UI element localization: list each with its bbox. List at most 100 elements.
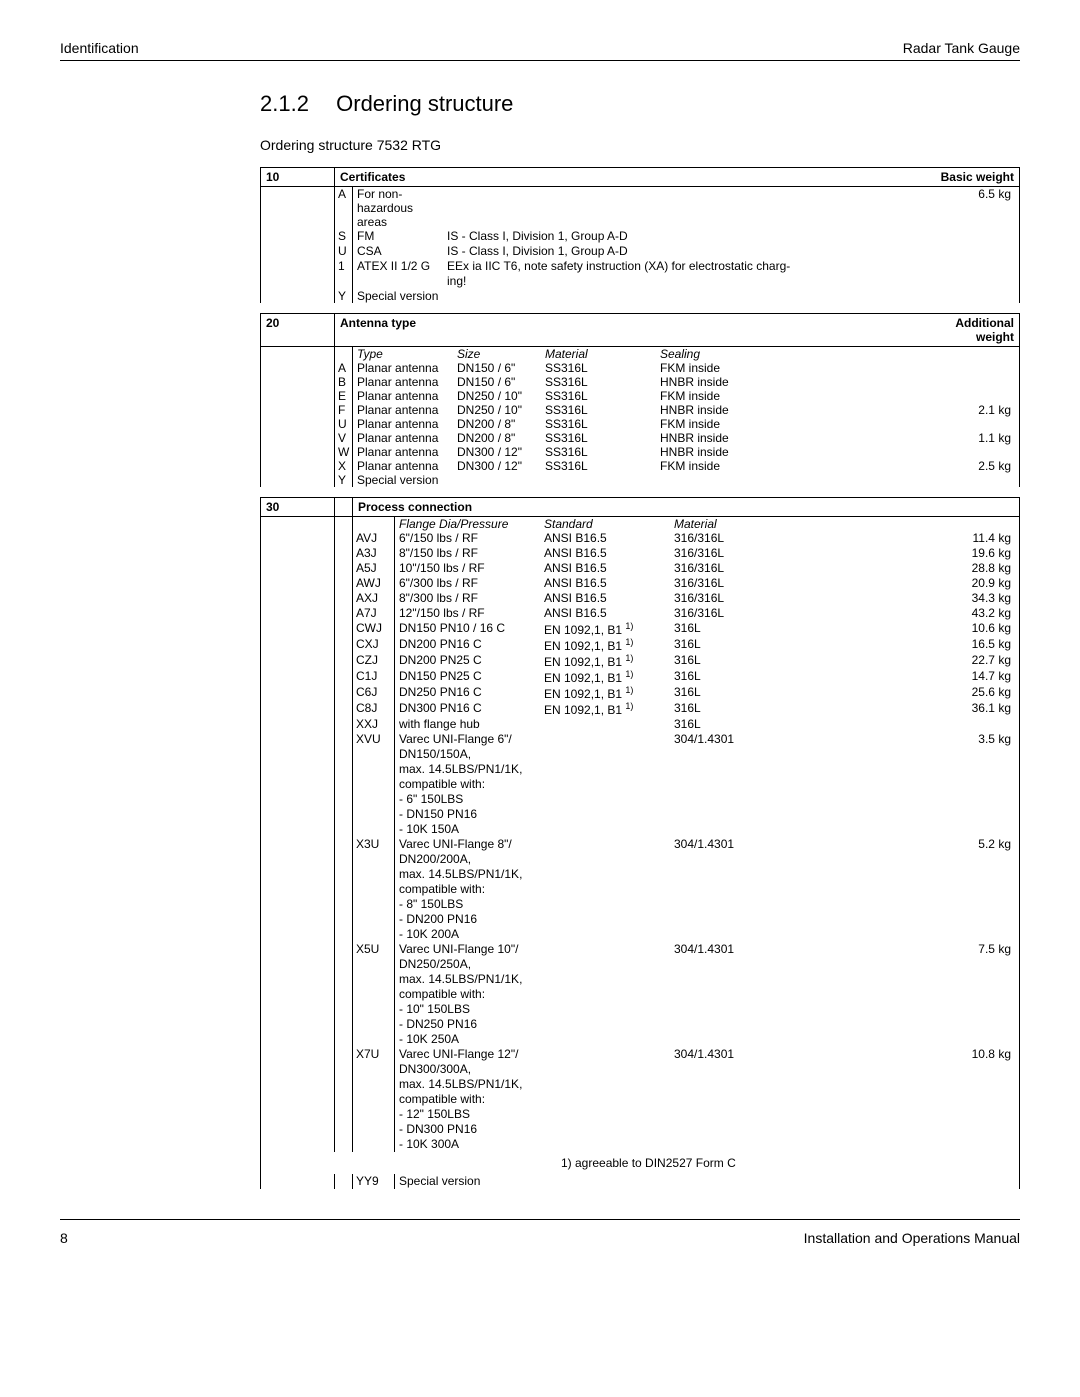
table-row: AVJ6"/150 lbs / RFANSI B16.5316/316L11.4… xyxy=(261,531,1019,546)
block-right: Additional weight xyxy=(955,314,1019,346)
cell: For non-hazardous areas xyxy=(357,187,447,229)
page-footer: 8 Installation and Operations Manual xyxy=(60,1230,1020,1246)
cell: 316/316L xyxy=(674,531,949,546)
cell: Special version xyxy=(357,289,447,303)
table-row: A5J10"/150 lbs / RFANSI B16.5316/316L28.… xyxy=(261,561,1019,576)
section-subhead: Ordering structure 7532 RTG xyxy=(260,137,1020,153)
code: W xyxy=(335,445,353,459)
header-right: Radar Tank Gauge xyxy=(903,40,1020,56)
cell: 8"/300 lbs / RF xyxy=(399,591,544,606)
cell: 10"/150 lbs / RF xyxy=(399,561,544,576)
code: X xyxy=(335,459,353,473)
code: A xyxy=(335,187,353,229)
cell: IS - Class I, Division 1, Group A-D xyxy=(447,244,949,259)
block-20: 20 Antenna type Additional weight Type S… xyxy=(260,313,1020,487)
weight: 19.6 kg xyxy=(949,546,1019,561)
weight: 20.9 kg xyxy=(949,576,1019,591)
weight: 16.5 kg xyxy=(949,637,1019,653)
cell: 316L xyxy=(674,669,949,685)
code: A7J xyxy=(353,606,395,621)
cell: DN200 / 8" xyxy=(457,417,545,431)
cell xyxy=(544,1174,674,1189)
cell: 304/1.4301 xyxy=(674,942,949,1047)
cell: FKM inside xyxy=(660,389,949,403)
cell: Planar antenna xyxy=(357,389,457,403)
table-row: AWJ6"/300 lbs / RFANSI B16.5316/316L20.9… xyxy=(261,576,1019,591)
code: XVU xyxy=(353,732,395,837)
table-row: YY9 Special version xyxy=(261,1174,1019,1189)
cell: Planar antenna xyxy=(357,445,457,459)
cell xyxy=(660,473,949,487)
cell: Varec UNI-Flange 12"/ DN300/300A, max. 1… xyxy=(399,1047,544,1152)
cell: EEx ia IIC T6, note safety instruction (… xyxy=(447,259,949,289)
cell: 316L xyxy=(674,637,949,653)
cell: SS316L xyxy=(545,431,660,445)
weight: 14.7 kg xyxy=(949,669,1019,685)
weight: 10.8 kg xyxy=(949,1047,1019,1152)
cell: DN200 / 8" xyxy=(457,431,545,445)
code: 1 xyxy=(335,259,353,289)
cell: ANSI B16.5 xyxy=(544,591,674,606)
cell: Varec UNI-Flange 8"/ DN200/200A, max. 14… xyxy=(399,837,544,942)
cell: FKM inside xyxy=(660,417,949,431)
cell: 316/316L xyxy=(674,576,949,591)
table-row: FPlanar antennaDN250 / 10"SS316LHNBR ins… xyxy=(261,403,1019,417)
cell: EN 1092,1, B1 1) xyxy=(544,653,674,669)
code: CWJ xyxy=(353,621,395,637)
weight xyxy=(949,445,1019,459)
table-row: AXJ8"/300 lbs / RFANSI B16.5316/316L34.3… xyxy=(261,591,1019,606)
cell: ANSI B16.5 xyxy=(544,606,674,621)
table-row: C6JDN250 PN16 CEN 1092,1, B1 1)316L25.6 … xyxy=(261,685,1019,701)
code: YY9 xyxy=(353,1174,395,1189)
table-row: A7J12"/150 lbs / RFANSI B16.5316/316L43.… xyxy=(261,606,1019,621)
block-title: Process connection xyxy=(353,498,1019,516)
weight: 25.6 kg xyxy=(949,685,1019,701)
code: V xyxy=(335,431,353,445)
weight: 2.5 kg xyxy=(949,459,1019,473)
table-row: U CSAIS - Class I, Division 1, Group A-D xyxy=(261,244,1019,259)
col-size: Size xyxy=(457,347,545,361)
cell: FKM inside xyxy=(660,361,949,375)
code: AXJ xyxy=(353,591,395,606)
cell xyxy=(544,717,674,732)
weight: 22.7 kg xyxy=(949,653,1019,669)
cell: DN150 PN10 / 16 C xyxy=(399,621,544,637)
cell: 316/316L xyxy=(674,606,949,621)
footer-right: Installation and Operations Manual xyxy=(804,1230,1020,1246)
code: Y xyxy=(335,289,353,303)
cell: EN 1092,1, B1 1) xyxy=(544,637,674,653)
code: A3J xyxy=(353,546,395,561)
cell: with flange hub xyxy=(399,717,544,732)
header-left: Identification xyxy=(60,40,139,56)
table-row: CZJDN200 PN25 CEN 1092,1, B1 1)316L22.7 … xyxy=(261,653,1019,669)
table-row: XVUVarec UNI-Flange 6"/ DN150/150A, max.… xyxy=(261,732,1019,837)
weight: 10.6 kg xyxy=(949,621,1019,637)
cell xyxy=(674,1174,949,1189)
cell: Special version xyxy=(399,1174,544,1189)
table-row: A3J8"/150 lbs / RFANSI B16.5316/316L19.6… xyxy=(261,546,1019,561)
table-row: 1ATEX II 1/2 GEEx ia IIC T6, note safety… xyxy=(261,259,1019,289)
weight xyxy=(949,1174,1019,1189)
cell: HNBR inside xyxy=(660,403,949,417)
cell: DN250 PN16 C xyxy=(399,685,544,701)
cell: SS316L xyxy=(545,445,660,459)
cell: ANSI B16.5 xyxy=(544,561,674,576)
table-row: XPlanar antennaDN300 / 12"SS316LFKM insi… xyxy=(261,459,1019,473)
page-header: Identification Radar Tank Gauge xyxy=(60,40,1020,56)
weight: 43.2 kg xyxy=(949,606,1019,621)
cell: Planar antenna xyxy=(357,431,457,445)
cell: EN 1092,1, B1 1) xyxy=(544,621,674,637)
weight: 1.1 kg xyxy=(949,431,1019,445)
code: CZJ xyxy=(353,653,395,669)
code: C8J xyxy=(353,701,395,717)
code: U xyxy=(335,244,353,259)
cell: CSA xyxy=(357,244,447,259)
cell: HNBR inside xyxy=(660,375,949,389)
cell: 316/316L xyxy=(674,561,949,576)
cell: SS316L xyxy=(545,417,660,431)
cell: SS316L xyxy=(545,389,660,403)
weight xyxy=(949,229,1019,244)
weight: 6.5 kg xyxy=(949,187,1019,229)
table-row: SFMIS - Class I, Division 1, Group A-D xyxy=(261,229,1019,244)
code: C6J xyxy=(353,685,395,701)
